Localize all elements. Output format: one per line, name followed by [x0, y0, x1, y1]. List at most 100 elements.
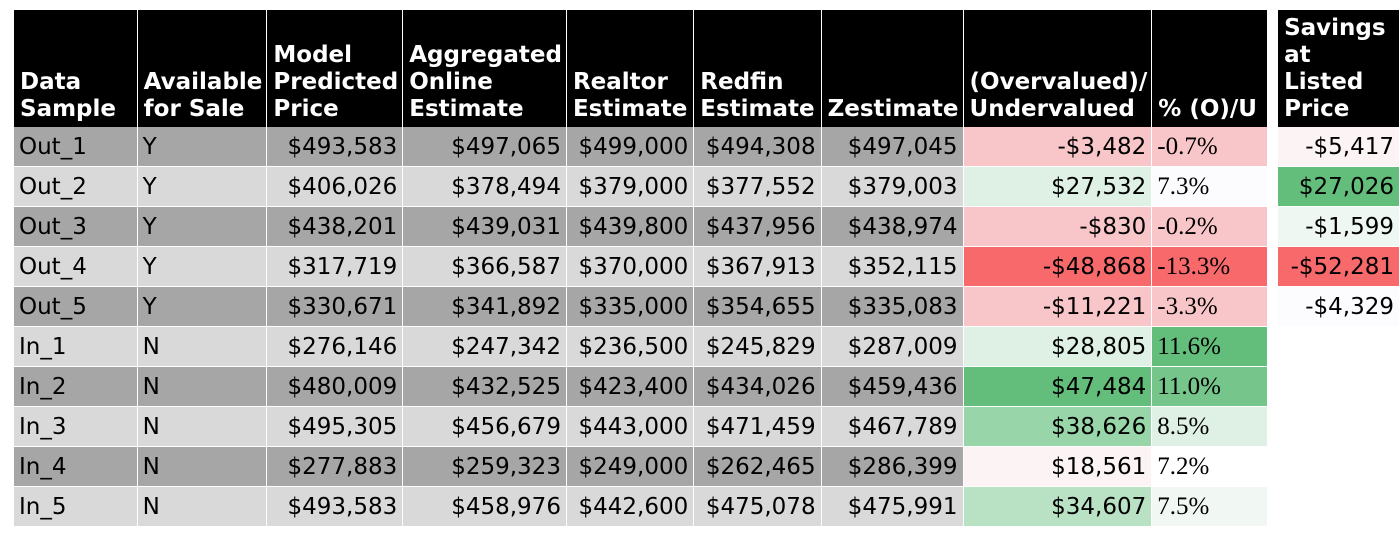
cell-zestimate[interactable]: $459,436 — [821, 366, 964, 407]
header-overvalued-undervalued[interactable]: (Overvalued)/Undervalued — [963, 10, 1153, 127]
cell-available[interactable]: Y — [137, 127, 268, 167]
cell-percent-ou[interactable]: 8.5% — [1151, 406, 1269, 447]
cell-redfin-estimate[interactable]: $262,465 — [693, 446, 822, 487]
cell-redfin-estimate[interactable]: $354,655 — [693, 286, 822, 327]
cell-model-price[interactable]: $277,883 — [266, 446, 404, 487]
cell-savings[interactable]: -$4,329 — [1278, 286, 1400, 327]
cell-available[interactable]: N — [137, 406, 268, 447]
cell-aggregated-estimate[interactable]: $341,892 — [402, 286, 567, 327]
cell-percent-ou[interactable]: -0.7% — [1151, 127, 1269, 167]
cell-aggregated-estimate[interactable]: $439,031 — [402, 206, 567, 247]
cell-model-price[interactable]: $495,305 — [266, 406, 404, 447]
cell-realtor-estimate[interactable]: $443,000 — [566, 406, 695, 447]
cell-zestimate[interactable]: $438,974 — [821, 206, 964, 247]
cell-model-price[interactable]: $406,026 — [266, 166, 404, 207]
header-data-sample[interactable]: Data Sample — [14, 10, 138, 127]
cell-zestimate[interactable]: $352,115 — [821, 246, 964, 287]
header-zestimate[interactable]: Zestimate — [821, 10, 964, 127]
cell-data-sample[interactable]: Out_1 — [14, 127, 138, 167]
cell-realtor-estimate[interactable]: $335,000 — [566, 286, 695, 327]
cell-data-sample[interactable]: Out_3 — [14, 206, 138, 247]
cell-aggregated-estimate[interactable]: $432,525 — [402, 366, 567, 407]
cell-data-sample[interactable]: Out_4 — [14, 246, 138, 287]
cell-percent-ou[interactable]: -13.3% — [1151, 246, 1269, 287]
cell-realtor-estimate[interactable]: $249,000 — [566, 446, 695, 487]
cell-data-sample[interactable]: Out_2 — [14, 166, 138, 207]
header-redfin-estimate[interactable]: Redfin Estimate — [693, 10, 822, 127]
cell-available[interactable]: N — [137, 326, 268, 367]
cell-redfin-estimate[interactable]: $245,829 — [693, 326, 822, 367]
header-model-predicted-price[interactable]: Model Predicted Price — [266, 10, 404, 127]
cell-realtor-estimate[interactable]: $379,000 — [566, 166, 695, 207]
cell-realtor-estimate[interactable]: $370,000 — [566, 246, 695, 287]
cell-model-price[interactable]: $317,719 — [266, 246, 404, 287]
cell-over-under[interactable]: $47,484 — [963, 366, 1153, 407]
cell-percent-ou[interactable]: 7.3% — [1151, 166, 1269, 207]
cell-over-under[interactable]: -$830 — [963, 206, 1153, 247]
cell-available[interactable]: Y — [137, 206, 268, 247]
header-percent-ou[interactable]: % (O)/U — [1151, 10, 1269, 127]
cell-redfin-estimate[interactable]: $494,308 — [693, 127, 822, 167]
header-aggregated-online-estimate[interactable]: Aggregated Online Estimate — [402, 10, 567, 127]
cell-aggregated-estimate[interactable]: $366,587 — [402, 246, 567, 287]
cell-redfin-estimate[interactable]: $471,459 — [693, 406, 822, 447]
cell-realtor-estimate[interactable]: $439,800 — [566, 206, 695, 247]
cell-zestimate[interactable]: $467,789 — [821, 406, 964, 447]
cell-over-under[interactable]: $28,805 — [963, 326, 1153, 367]
header-savings-at-listed-price[interactable]: Savings at Listed Price — [1278, 10, 1400, 127]
cell-percent-ou[interactable]: 7.5% — [1151, 486, 1269, 527]
cell-available[interactable]: N — [137, 486, 268, 527]
cell-model-price[interactable]: $276,146 — [266, 326, 404, 367]
cell-over-under[interactable]: $34,607 — [963, 486, 1153, 527]
cell-model-price[interactable]: $438,201 — [266, 206, 404, 247]
cell-over-under[interactable]: -$48,868 — [963, 246, 1153, 287]
cell-zestimate[interactable]: $497,045 — [821, 127, 964, 167]
cell-data-sample[interactable]: In_5 — [14, 486, 138, 527]
cell-data-sample[interactable]: In_4 — [14, 446, 138, 487]
cell-realtor-estimate[interactable]: $236,500 — [566, 326, 695, 367]
cell-aggregated-estimate[interactable]: $458,976 — [402, 486, 567, 527]
cell-realtor-estimate[interactable]: $442,600 — [566, 486, 695, 527]
cell-available[interactable]: N — [137, 446, 268, 487]
cell-percent-ou[interactable]: 7.2% — [1151, 446, 1269, 487]
cell-over-under[interactable]: $38,626 — [963, 406, 1153, 447]
cell-aggregated-estimate[interactable]: $456,679 — [402, 406, 567, 447]
cell-over-under[interactable]: $18,561 — [963, 446, 1153, 487]
cell-zestimate[interactable]: $335,083 — [821, 286, 964, 327]
cell-redfin-estimate[interactable]: $437,956 — [693, 206, 822, 247]
cell-redfin-estimate[interactable]: $434,026 — [693, 366, 822, 407]
cell-over-under[interactable]: -$3,482 — [963, 127, 1153, 167]
cell-savings[interactable]: -$1,599 — [1278, 206, 1400, 247]
cell-zestimate[interactable]: $287,009 — [821, 326, 964, 367]
cell-percent-ou[interactable]: 11.0% — [1151, 366, 1269, 407]
cell-savings[interactable]: -$52,281 — [1278, 246, 1400, 287]
cell-redfin-estimate[interactable]: $475,078 — [693, 486, 822, 527]
cell-aggregated-estimate[interactable]: $497,065 — [402, 127, 567, 167]
cell-zestimate[interactable]: $475,991 — [821, 486, 964, 527]
header-available-for-sale[interactable]: Available for Sale — [137, 10, 268, 127]
cell-data-sample[interactable]: Out_5 — [14, 286, 138, 327]
cell-model-price[interactable]: $480,009 — [266, 366, 404, 407]
cell-percent-ou[interactable]: -0.2% — [1151, 206, 1269, 247]
cell-savings[interactable]: $27,026 — [1278, 166, 1400, 207]
cell-savings[interactable]: -$5,417 — [1278, 127, 1400, 167]
cell-realtor-estimate[interactable]: $423,400 — [566, 366, 695, 407]
cell-zestimate[interactable]: $379,003 — [821, 166, 964, 207]
cell-zestimate[interactable]: $286,399 — [821, 446, 964, 487]
header-realtor-estimate[interactable]: Realtor Estimate — [566, 10, 695, 127]
cell-data-sample[interactable]: In_2 — [14, 366, 138, 407]
cell-available[interactable]: Y — [137, 246, 268, 287]
cell-aggregated-estimate[interactable]: $259,323 — [402, 446, 567, 487]
cell-available[interactable]: Y — [137, 166, 268, 207]
cell-model-price[interactable]: $493,583 — [266, 486, 404, 527]
cell-realtor-estimate[interactable]: $499,000 — [566, 127, 695, 167]
cell-aggregated-estimate[interactable]: $378,494 — [402, 166, 567, 207]
cell-redfin-estimate[interactable]: $377,552 — [693, 166, 822, 207]
cell-data-sample[interactable]: In_1 — [14, 326, 138, 367]
cell-redfin-estimate[interactable]: $367,913 — [693, 246, 822, 287]
cell-available[interactable]: N — [137, 366, 268, 407]
cell-available[interactable]: Y — [137, 286, 268, 327]
cell-aggregated-estimate[interactable]: $247,342 — [402, 326, 567, 367]
cell-percent-ou[interactable]: -3.3% — [1151, 286, 1269, 327]
cell-model-price[interactable]: $493,583 — [266, 127, 404, 167]
